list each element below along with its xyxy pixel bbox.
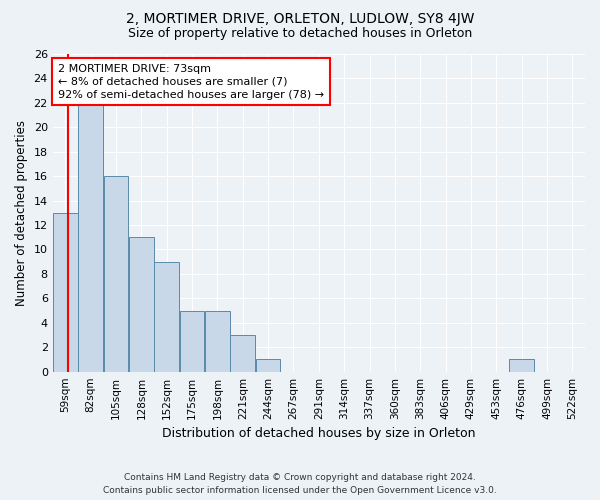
Bar <box>256 360 280 372</box>
X-axis label: Distribution of detached houses by size in Orleton: Distribution of detached houses by size … <box>162 427 476 440</box>
Text: Size of property relative to detached houses in Orleton: Size of property relative to detached ho… <box>128 28 472 40</box>
Text: 2 MORTIMER DRIVE: 73sqm
← 8% of detached houses are smaller (7)
92% of semi-deta: 2 MORTIMER DRIVE: 73sqm ← 8% of detached… <box>58 64 324 100</box>
Text: 2, MORTIMER DRIVE, ORLETON, LUDLOW, SY8 4JW: 2, MORTIMER DRIVE, ORLETON, LUDLOW, SY8 … <box>126 12 474 26</box>
Bar <box>180 310 205 372</box>
Bar <box>53 213 77 372</box>
Bar <box>129 238 154 372</box>
Y-axis label: Number of detached properties: Number of detached properties <box>15 120 28 306</box>
Text: Contains HM Land Registry data © Crown copyright and database right 2024.
Contai: Contains HM Land Registry data © Crown c… <box>103 474 497 495</box>
Bar <box>79 103 103 372</box>
Bar <box>104 176 128 372</box>
Bar <box>205 310 230 372</box>
Bar <box>509 360 534 372</box>
Bar <box>230 335 255 372</box>
Bar <box>154 262 179 372</box>
